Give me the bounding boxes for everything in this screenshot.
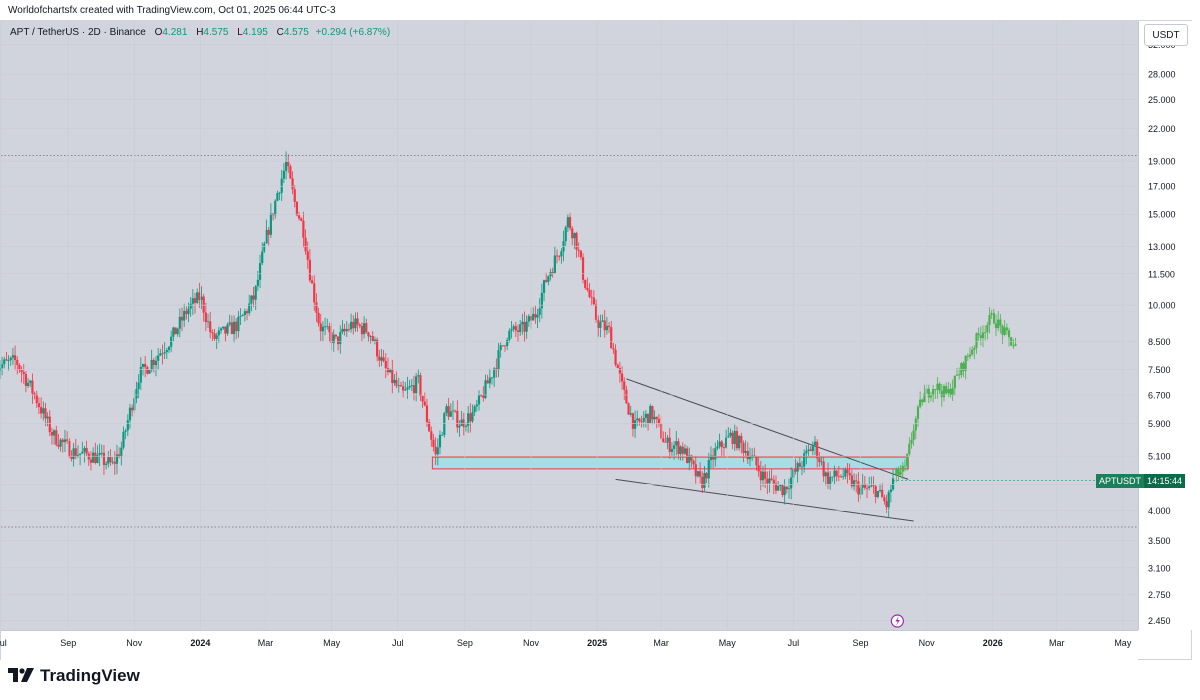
high-label: H <box>196 27 204 38</box>
open-value: 4.281 <box>162 27 188 38</box>
close-label: C <box>276 27 284 38</box>
chart-caption: Worldofchartsfx created with TradingView… <box>8 5 336 16</box>
symbol-title[interactable]: APT / TetherUS · 2D · Binance <box>10 27 146 38</box>
high-value: 4.575 <box>203 27 229 38</box>
time-axis[interactable] <box>1 630 1138 660</box>
tradingview-brand[interactable]: TradingView <box>8 666 140 686</box>
open-label: O <box>154 27 163 38</box>
price-tag-countdown: 14:15:44 <box>1144 473 1186 488</box>
change-value: +0.294 (+6.87%) <box>315 27 391 38</box>
low-label: L <box>237 27 243 38</box>
plot-area[interactable] <box>1 21 1138 630</box>
currency-button[interactable]: USDT <box>1144 24 1188 46</box>
price-tag-ticker: APTUSDT <box>1099 475 1142 486</box>
tradingview-logo-icon <box>8 668 34 682</box>
price-axis[interactable] <box>1138 21 1192 630</box>
symbol-legend: APT / TetherUS · 2D · Binance O4.281 H4.… <box>10 27 390 38</box>
brand-name: TradingView <box>40 666 140 685</box>
last-price-tag: APTUSDT 14:15:44 <box>1096 473 1186 488</box>
close-value: 4.575 <box>283 27 309 38</box>
low-value: 4.195 <box>242 27 268 38</box>
